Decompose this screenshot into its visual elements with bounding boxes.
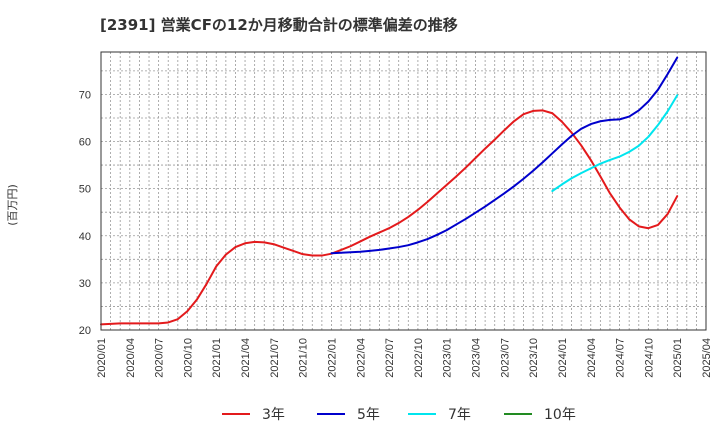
x-tick-label: 2025/04 xyxy=(701,338,713,378)
x-tick-label: 2023/04 xyxy=(471,338,483,378)
y-axis-ticks: 20 30 40 50 60 70 xyxy=(79,89,91,337)
series-line-1 xyxy=(330,56,679,255)
legend-label-1: 5年 xyxy=(357,407,380,423)
x-tick-label: 2022/04 xyxy=(355,338,367,378)
x-tick-label: 2020/07 xyxy=(154,338,166,378)
x-tick-label: 2024/10 xyxy=(643,338,655,378)
chart-title: [2391] 営業CFの12か月移動合計の標準偏差の推移 xyxy=(100,16,458,34)
legend-label-0: 3年 xyxy=(262,407,285,423)
y-tick-label: 50 xyxy=(79,184,91,196)
x-tick-label: 2021/01 xyxy=(211,338,223,378)
y-tick-label: 60 xyxy=(79,137,91,149)
x-tick-label: 2024/04 xyxy=(586,338,598,378)
series-line-2 xyxy=(551,94,679,192)
legend: 3年 5年 7年 10年 xyxy=(222,407,576,423)
x-tick-label: 2023/07 xyxy=(499,338,511,378)
x-tick-label: 2020/01 xyxy=(96,338,108,378)
x-tick-label: 2022/10 xyxy=(413,338,425,378)
y-tick-label: 40 xyxy=(79,231,91,243)
x-tick-label: 2023/01 xyxy=(442,338,454,378)
y-tick-label: 20 xyxy=(79,325,91,337)
legend-label-2: 7年 xyxy=(448,407,471,423)
y-tick-label: 70 xyxy=(79,89,91,101)
x-tick-label: 2024/07 xyxy=(615,338,627,378)
plot-frame xyxy=(100,51,707,331)
x-tick-label: 2025/01 xyxy=(672,338,684,378)
series-lines xyxy=(100,56,679,326)
x-tick-label: 2021/04 xyxy=(240,338,252,378)
x-tick-label: 2020/10 xyxy=(182,338,194,378)
x-tick-label: 2020/04 xyxy=(125,338,137,378)
x-axis-ticks: 2020/01 2020/04 2020/07 2020/10 2021/01 2021/… xyxy=(96,338,713,378)
x-tick-label: 2021/10 xyxy=(298,338,310,378)
x-tick-label: 2023/10 xyxy=(528,338,540,378)
x-tick-label: 2022/01 xyxy=(326,338,338,378)
y-tick-label: 30 xyxy=(79,278,91,290)
x-tick-label: 2021/07 xyxy=(269,338,281,378)
x-tick-label: 2022/07 xyxy=(384,338,396,378)
series-line-0 xyxy=(100,109,679,326)
legend-label-3: 10年 xyxy=(544,407,576,423)
grid-lines xyxy=(101,52,706,330)
y-axis-label: (百万円) xyxy=(6,184,19,226)
x-tick-label: 2024/01 xyxy=(557,338,569,378)
